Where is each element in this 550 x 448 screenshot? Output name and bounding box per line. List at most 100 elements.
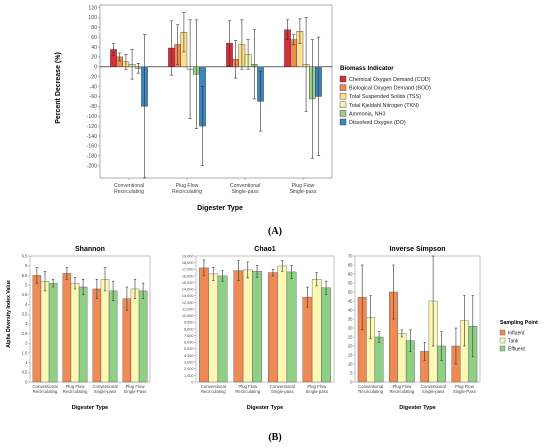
error-bar-tkn [246, 39, 250, 70]
chao1-error-bar-tank [212, 266, 215, 281]
panel-a-plot-frame [99, 4, 333, 179]
chao1-y-tick-label: 6,000 [184, 341, 194, 345]
panel-a-y-tick-label: -100 [87, 114, 97, 120]
shannon-bar-influent [92, 288, 102, 383]
legend-label-do: Dissolved Oxygen (DO) [349, 120, 406, 126]
panel-a-chart: 120 100 80 60 40 20 0 -20 -40 -60 -80 -100 -120 -140 -… [55, 4, 431, 237]
panel-b-charts: Alpha Diversity Index Value Shannon 0 0.5 1… [6, 246, 538, 443]
panel-a-x-tick-label: Plug Flow Single-pass [289, 183, 317, 195]
panel-a-y-ticks: 120 100 80 60 40 20 0 -20 -40 -60 -80 -100 -120 -140 -… [87, 5, 100, 169]
sampling-legend-label-tank: Tank [508, 338, 519, 344]
inverse-simpson-chart: Inverse Simpson 0 5 10 15 20 25 30 35 40 45 50 55 60 6… [348, 246, 481, 411]
sampling-legend-swatch-tank [499, 337, 506, 344]
shannon-y-tick-label: 2 [25, 341, 28, 346]
panel-a-legend-title: Biomass Indicator [340, 65, 394, 72]
shannon-bar-tank [70, 282, 80, 383]
chao1-error-bar-influent [202, 259, 206, 277]
legend-label-bod: Biological Oxygen Demand (BOD) [349, 86, 431, 92]
error-bar-nh3 [136, 63, 140, 74]
inverse-simpson-error-bar-effluent [440, 331, 443, 361]
inverse-simpson-y-tick-label: 55 [348, 280, 353, 285]
chao1-error-bar-effluent [255, 264, 259, 278]
inverse-simpson-error-bar-influent [360, 264, 364, 331]
chao1-y-tick-label: 7,000 [184, 334, 194, 338]
shannon-error-bar-influent [65, 267, 69, 280]
inverse-simpson-error-bar-effluent [409, 329, 412, 352]
shannon-bar-effluent [78, 286, 88, 383]
panel-a-y-tick-label: -140 [87, 134, 97, 140]
error-bar-cod [285, 19, 290, 40]
shannon-x-tick-label: Conventional Recirculating [32, 384, 58, 394]
chao1-y-tick-label: 19,000 [182, 254, 194, 258]
chao1-y-tick-label: 4,000 [184, 354, 194, 358]
chao1-x-tick-label: Conventional Recirculating [201, 384, 227, 394]
inverse-simpson-error-bar-tank [369, 295, 372, 340]
panel-a-x-categories: Conventional Recirculating Plug Flow Recirc… [114, 178, 317, 195]
chao1-bar-influent [233, 270, 244, 383]
error-bar-nh3 [194, 19, 198, 129]
panel-a-y-tick-label: 120 [88, 5, 97, 11]
chao1-y-tick-label: 18,000 [182, 261, 194, 265]
inverse-simpson-x-tick-label: Plug Flow Single-Pass [453, 384, 476, 394]
chao1-title: Chao1 [254, 246, 276, 253]
error-bar-tss [124, 54, 128, 70]
chao1-x-axis-label: Digester Type [247, 405, 284, 411]
legend-swatch-tss [339, 92, 347, 100]
chao1-x-tick-label: Conventional Single-pass [270, 384, 295, 394]
panel-a-x-tick-label: Plug Flow Recirculating [172, 183, 202, 195]
chao1-y-tick-label: 0 [191, 380, 193, 384]
shannon-y-tick-label: 5 [25, 282, 28, 287]
shannon-error-bar-effluent [111, 280, 115, 301]
shannon-bar-influent [122, 298, 132, 383]
shannon-x-tick-label: Plug Flow Recirculating [63, 384, 88, 394]
chao1-bar-influent [199, 267, 209, 383]
chao1-error-bar-influent [237, 260, 240, 281]
inverse-simpson-y-tick-label: 65 [348, 262, 353, 267]
shannon-y-tick-label: 2.5 [22, 331, 28, 336]
panel-a-y-tick-label: 20 [91, 55, 97, 61]
chao1-y-tick-label: 5,000 [184, 347, 194, 351]
chao1-bar-tank [208, 273, 219, 383]
shannon-y-tick-label: 4 [25, 302, 28, 307]
legend-swatch-nh3 [339, 110, 347, 117]
chao1-bar-effluent [252, 271, 262, 383]
panel-a-y-tick-label: 60 [91, 35, 97, 41]
shannon-y-tick-label: 1.5 [22, 350, 28, 355]
inverse-simpson-y-tick-label: 25 [348, 334, 353, 339]
inverse-simpson-error-bar-tank [431, 255, 435, 347]
sampling-point-legend-title: Sampling Point [500, 320, 538, 326]
shannon-y-tick-label: 3.5 [22, 312, 28, 317]
panel-a-y-tick-label: -160 [87, 144, 97, 150]
shannon-bar-effluent [108, 290, 118, 383]
inverse-simpson-error-bar-tank [400, 329, 404, 338]
inverse-simpson-x-tick-label: Conventional Single-pass [421, 384, 446, 394]
error-bar-nh3 [252, 29, 256, 100]
chao1-error-bar-influent [306, 286, 309, 308]
shannon-y-tick-label: 1 [25, 360, 28, 365]
chao1-y-tick-label: 2,000 [184, 367, 194, 371]
chao1-y-tick-label: 3,000 [184, 361, 194, 365]
panel-a-y-tick-label: -80 [90, 104, 98, 110]
chao1-error-bar-tank [315, 272, 318, 287]
shannon-x-axis-label: Digester Type [72, 405, 109, 411]
error-bar-cod [111, 43, 116, 56]
panel-a-y-tick-label: 100 [88, 15, 97, 21]
inverse-simpson-error-bar-influent [423, 342, 426, 361]
error-bar-tkn [188, 19, 192, 119]
error-bar-cod [169, 20, 174, 76]
chao1-bar-influent [302, 296, 313, 383]
chao1-error-bar-effluent [290, 264, 293, 279]
shannon-bar-influent [62, 273, 72, 383]
error-bar-do [142, 34, 147, 179]
chao1-y-tick-label: 16,000 [182, 274, 194, 278]
shannon-x-tick-label: Conventional Single-pass [92, 384, 117, 394]
panel-a-legend: Biomass Indicator Chemical Oxygen Demand… [339, 65, 431, 126]
inverse-simpson-y-tick-label: 10 [348, 361, 353, 366]
inverse-simpson-error-bar-effluent [471, 295, 475, 358]
error-bar-tkn [130, 49, 134, 80]
chao1-y-tick-label: 8,000 [184, 327, 194, 331]
panel-a-y-tick-label: 0 [94, 65, 97, 71]
panel-a-label: (A) [268, 226, 282, 237]
chao1-bar-tank [277, 265, 288, 383]
inverse-simpson-y-tick-label: 45 [348, 298, 353, 303]
